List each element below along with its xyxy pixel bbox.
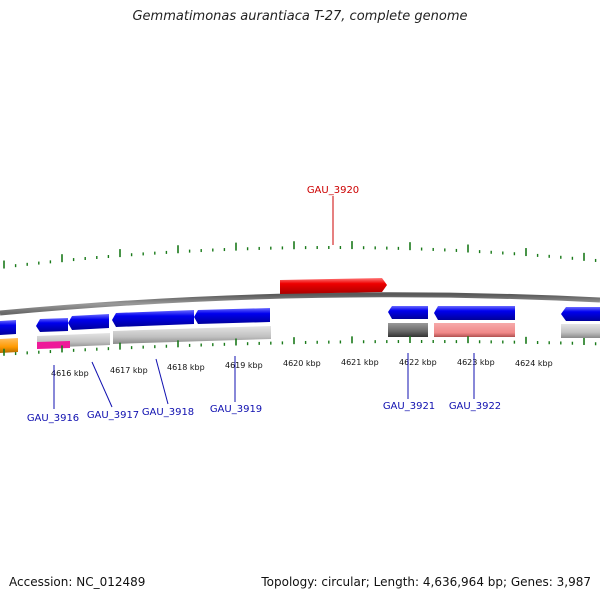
tick-label: 4616 kbp [51,369,89,378]
feature-gray-2 [113,326,271,344]
outer-tick-ring [3,241,597,269]
gene-label-gau-3921[interactable]: GAU_3921 [383,401,435,412]
scale-labels: 4616 kbp 4617 kbp 4618 kbp 4619 kbp 4620… [51,358,553,378]
gene-label-gau-3916[interactable]: GAU_3916 [27,413,79,424]
feature-magenta [37,341,70,349]
gene-label-gau-3919[interactable]: GAU_3919 [210,404,262,415]
gene-arrow-gau-3920[interactable] [280,278,387,294]
gene-arrow-gau-3916[interactable] [36,318,68,332]
inner-tick-ring [3,336,597,356]
gene-arrow-gau-3922[interactable] [434,306,515,320]
tick-label: 4621 kbp [341,358,379,367]
page-title: Gemmatimonas aurantiaca T-27, complete g… [132,9,468,24]
tick-label: 4618 kbp [167,363,205,372]
leader-gau-3917 [91,361,113,408]
leader-gau-3918 [155,358,169,405]
gene-arrow-gau-3921[interactable] [388,306,428,319]
gene-labels: GAU_3920 GAU_3916 GAU_3917 GAU_3918 GAU_… [27,185,501,424]
genome-summary-text: Topology: circular; Length: 4,636,964 bp… [261,575,591,589]
tick-label: 4620 kbp [283,359,321,368]
accession-text: Accession: NC_012489 [9,575,146,589]
gene-arrow-gau-3918[interactable] [112,310,194,327]
forward-strand-genes [0,306,600,335]
gene-arrow-gau-3919[interactable] [194,308,270,324]
feature-orange [0,338,18,353]
genome-backbone [0,292,600,316]
gene-leader-lines [53,196,475,409]
gene-label-gau-3920[interactable]: GAU_3920 [307,185,359,196]
feature-pink [434,323,515,337]
tick-label: 4617 kbp [110,366,148,375]
gene-arrow-gau-3917[interactable] [68,314,109,330]
gene-arrow-partial-right[interactable] [561,307,600,321]
tick-label: 4624 kbp [515,359,553,368]
gene-label-gau-3918[interactable]: GAU_3918 [142,407,194,418]
tick-label: 4619 kbp [225,361,263,370]
gene-label-gau-3922[interactable]: GAU_3922 [449,401,501,412]
tick-label: 4623 kbp [457,358,495,367]
gene-label-gau-3917[interactable]: GAU_3917 [87,410,139,421]
feature-gray-3 [561,324,600,338]
feature-dark [388,323,428,337]
feature-track [0,323,600,353]
gene-arrow-partial-left[interactable] [0,320,16,335]
tick-label: 4622 kbp [399,358,437,367]
